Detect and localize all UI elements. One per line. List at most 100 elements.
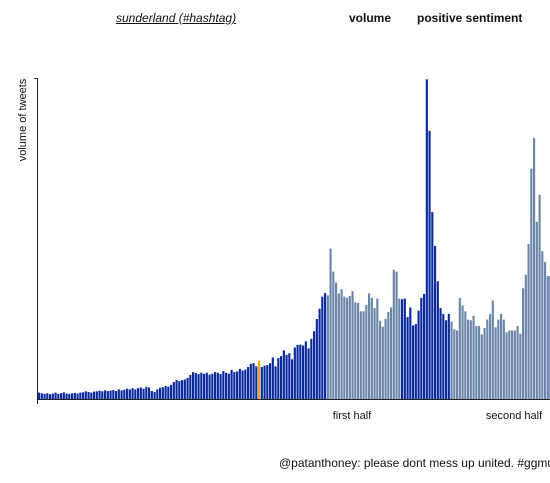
bar[interactable] [425,79,428,399]
bar[interactable] [324,293,327,399]
bar[interactable] [131,388,134,399]
bar[interactable] [357,303,360,399]
bar[interactable] [288,353,291,399]
bar[interactable] [370,297,373,399]
bar[interactable] [458,297,461,399]
bar[interactable] [409,307,412,399]
bar[interactable] [222,371,225,399]
bar[interactable] [491,300,494,399]
bar[interactable] [516,326,519,399]
tab-positive-sentiment[interactable]: positive sentiment [417,11,523,25]
bar[interactable] [263,365,266,399]
bar[interactable] [384,319,387,399]
bar[interactable] [76,393,79,399]
bar[interactable] [535,221,538,399]
bar[interactable] [313,331,316,399]
bar[interactable] [203,373,206,399]
bar[interactable] [219,374,222,399]
bar[interactable] [307,348,310,399]
bar[interactable] [51,393,54,399]
bar[interactable] [189,375,192,399]
bar[interactable] [82,392,85,399]
bar[interactable] [214,372,217,399]
bar[interactable] [181,380,184,399]
bar[interactable] [280,356,283,399]
bar[interactable] [340,289,343,399]
bar[interactable] [379,320,382,399]
bar[interactable] [348,295,351,399]
bar[interactable] [423,294,426,399]
bar[interactable] [480,334,483,399]
bar[interactable] [335,282,338,399]
bar[interactable] [65,393,68,399]
bar[interactable] [73,392,76,399]
bar[interactable] [524,274,527,399]
bar[interactable] [49,394,52,399]
bar[interactable] [513,330,516,399]
bar[interactable] [161,387,164,399]
bar[interactable] [472,315,475,399]
bar[interactable] [392,269,395,399]
bar[interactable] [106,391,109,399]
bar[interactable] [255,366,258,399]
bar[interactable] [153,391,156,399]
bar[interactable] [87,391,90,399]
bar[interactable] [269,363,272,399]
bar[interactable] [483,327,486,399]
bar[interactable] [453,329,456,399]
bar[interactable] [368,293,371,399]
bar[interactable] [508,330,511,399]
bar[interactable] [489,313,492,399]
bar[interactable] [291,359,294,399]
bar[interactable] [486,319,489,399]
bar[interactable] [145,386,148,399]
bar[interactable] [497,319,500,399]
bar[interactable] [225,372,228,399]
bar[interactable] [90,392,93,399]
bar[interactable] [373,308,376,399]
bar[interactable] [461,305,464,399]
bar[interactable] [252,363,255,399]
bar[interactable] [170,384,173,399]
bar[interactable] [456,330,459,399]
bar[interactable] [376,298,379,399]
bar[interactable] [57,393,60,399]
bar[interactable] [296,344,299,399]
bar[interactable] [60,393,63,399]
bar[interactable] [390,307,393,399]
bar[interactable] [332,271,335,399]
bar[interactable] [445,320,448,399]
hashtag-link[interactable]: sunderland (#hashtag) [116,11,237,25]
tab-volume[interactable]: volume [349,11,392,25]
bar[interactable] [192,372,195,399]
bar[interactable] [522,288,525,399]
bar[interactable] [43,393,46,399]
bar[interactable] [98,390,101,399]
bar[interactable] [494,327,497,399]
bar[interactable] [478,326,481,399]
bar-highlighted[interactable] [258,360,261,399]
bar[interactable] [178,381,181,399]
bar[interactable] [54,392,57,399]
bar[interactable] [387,311,390,399]
bar[interactable] [519,333,522,399]
bar[interactable] [277,358,280,399]
bar[interactable] [241,370,244,399]
bar[interactable] [266,365,269,399]
bar[interactable] [329,248,332,399]
bar[interactable] [464,311,467,399]
bar[interactable] [354,302,357,399]
bar[interactable] [236,371,239,399]
bar[interactable] [175,380,178,399]
bar[interactable] [128,389,131,399]
bar[interactable] [544,262,547,399]
bar[interactable] [46,393,49,399]
bar[interactable] [194,373,197,399]
bar[interactable] [104,390,107,399]
bar[interactable] [310,338,313,399]
bar[interactable] [527,244,530,399]
bar[interactable] [200,372,203,399]
bar[interactable] [436,281,439,399]
bar[interactable] [442,313,445,399]
bar[interactable] [450,321,453,399]
